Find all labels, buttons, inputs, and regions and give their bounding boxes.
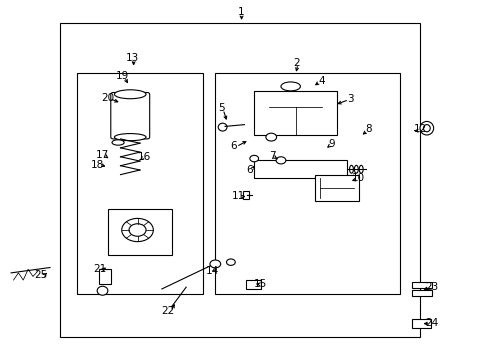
Text: 4: 4 [317,76,324,86]
Ellipse shape [218,123,226,131]
Text: 13: 13 [126,53,139,63]
Text: 19: 19 [115,71,128,81]
Text: 5: 5 [217,103,224,113]
Bar [254,91,336,135]
Ellipse shape [112,140,124,145]
Bar [60,23,419,337]
FancyBboxPatch shape [111,93,149,139]
Text: 8: 8 [365,124,371,134]
Text: 17: 17 [96,150,109,160]
Ellipse shape [114,134,146,141]
Text: 15: 15 [253,279,266,289]
Ellipse shape [122,219,153,242]
Ellipse shape [419,121,433,135]
Text: 16: 16 [138,152,151,162]
Bar [108,208,171,255]
Text: 23: 23 [424,282,437,292]
Bar [411,319,430,328]
Text: 20: 20 [101,93,114,103]
Text: 1: 1 [238,7,244,17]
Ellipse shape [97,286,108,295]
Text: 12: 12 [413,124,426,134]
Ellipse shape [359,165,363,173]
Text: 24: 24 [424,318,437,328]
Text: 6: 6 [245,165,252,175]
Bar [243,191,248,199]
Ellipse shape [249,156,258,162]
Bar [254,160,346,178]
Bar [215,73,399,294]
Ellipse shape [276,157,285,164]
Text: 11: 11 [232,191,245,201]
Ellipse shape [349,165,353,173]
Text: 18: 18 [91,159,104,170]
Bar [77,73,203,294]
Bar [411,290,431,296]
Ellipse shape [354,165,358,173]
Ellipse shape [265,133,276,141]
Text: 25: 25 [35,270,48,280]
Bar [314,175,358,202]
Ellipse shape [114,90,146,99]
Bar [99,269,111,284]
Bar [411,282,431,288]
Ellipse shape [129,224,146,236]
Text: 10: 10 [351,173,365,183]
Text: 2: 2 [293,58,300,68]
Text: 14: 14 [206,266,219,276]
Ellipse shape [281,82,300,91]
Ellipse shape [226,259,235,265]
Text: 6: 6 [230,141,237,151]
Text: 9: 9 [328,139,335,149]
Ellipse shape [423,125,429,132]
Ellipse shape [209,260,220,268]
Text: 22: 22 [161,306,174,316]
Text: 3: 3 [346,94,353,104]
Text: 21: 21 [93,264,106,274]
Text: 7: 7 [269,152,275,161]
Bar [245,280,260,289]
